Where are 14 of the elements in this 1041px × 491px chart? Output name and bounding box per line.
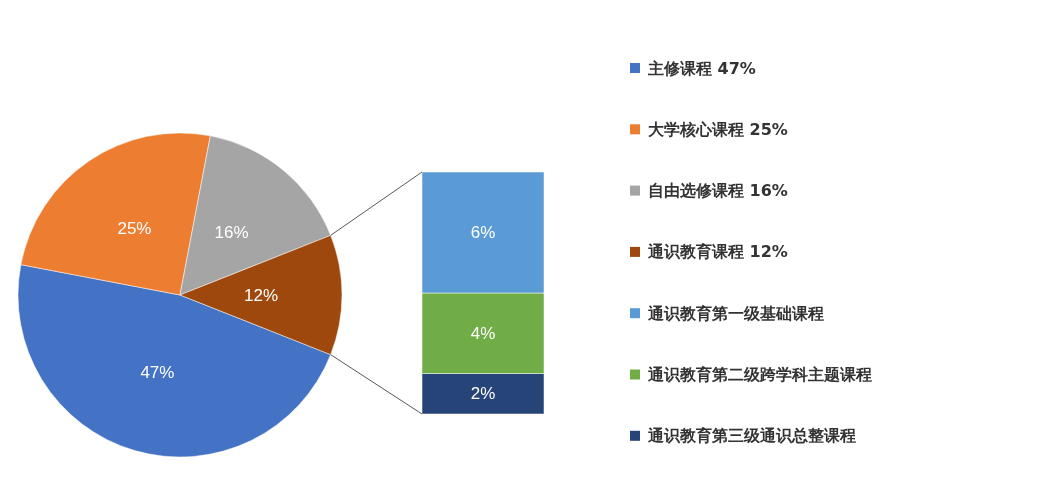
data-label: 6%: [470, 223, 496, 242]
legend-label: 通识教育第三级通识总整课程: [648, 426, 856, 446]
legend-label: 大学核心课程 25%: [648, 119, 788, 139]
data-label: 12%: [244, 285, 278, 305]
data-label: 47%: [140, 363, 175, 383]
data-label: 16%: [214, 223, 249, 243]
legend-label: 通识教育第一级基础课程: [648, 303, 824, 323]
data-label: 4%: [470, 323, 496, 343]
data-label: 25%: [117, 218, 152, 238]
data-label: 2%: [470, 384, 496, 404]
legend-label: 主修课程 47%: [648, 58, 756, 78]
legend-label: 通识教育课程 12%: [648, 242, 788, 262]
legend-label: 自由选修课程 16%: [648, 181, 788, 201]
legend-label: 通识教育第二级跨学科主题课程: [648, 365, 872, 384]
